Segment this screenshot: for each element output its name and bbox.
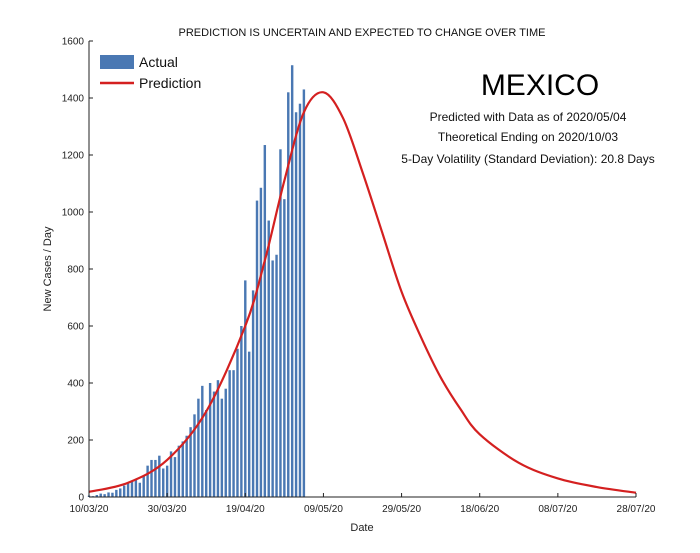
actual-bars: [87, 65, 306, 498]
actual-bar: [197, 398, 200, 497]
country-title: MEXICO: [481, 69, 599, 102]
actual-bar: [220, 398, 224, 497]
actual-bar: [294, 112, 298, 497]
actual-bar: [208, 383, 212, 497]
actual-bar: [185, 435, 188, 497]
actual-bar: [103, 494, 106, 497]
actual-bar: [279, 149, 282, 498]
actual-bar: [205, 410, 208, 497]
x-tick-label: 18/06/20: [460, 504, 499, 515]
actual-bar: [283, 199, 286, 498]
actual-bar: [236, 348, 239, 497]
actual-bar: [259, 187, 263, 497]
y-ticks: 0 200 400 600 800 1000 1200 1400 1600: [62, 37, 93, 504]
x-tick-label: 09/05/20: [304, 504, 343, 515]
actual-bar: [212, 391, 216, 497]
y-tick-label: 1400: [62, 94, 85, 105]
actual-bar: [107, 492, 110, 497]
actual-bar: [142, 475, 145, 497]
actual-bar: [169, 451, 173, 497]
y-tick-label: 800: [67, 265, 84, 276]
actual-bar: [216, 380, 220, 497]
actual-bar: [275, 254, 278, 497]
y-tick-label: 1600: [62, 37, 85, 48]
legend-label-prediction: Prediction: [139, 75, 201, 91]
actual-bar: [244, 280, 247, 497]
actual-bar: [255, 200, 259, 497]
legend-swatch-actual: [100, 55, 134, 69]
x-tick-label: 19/04/20: [226, 504, 265, 515]
volatility-text: 5-Day Volatility (Standard Deviation): 2…: [401, 152, 654, 166]
actual-bar: [189, 427, 192, 497]
actual-bar: [193, 414, 196, 497]
actual-bar: [302, 89, 306, 497]
x-tick-label: 10/03/20: [70, 504, 109, 515]
actual-bar: [165, 465, 169, 497]
actual-bar: [119, 488, 122, 497]
actual-bar: [267, 220, 270, 498]
actual-bar: [224, 388, 227, 497]
actual-bar: [228, 370, 231, 497]
actual-bar: [134, 479, 138, 497]
actual-bar: [130, 481, 134, 497]
actual-bar: [138, 482, 142, 497]
actual-bar: [247, 351, 251, 497]
x-ticks: 10/03/20 30/03/20 19/04/20 09/05/20 29/05/20…: [70, 493, 656, 515]
x-tick-label: 29/05/20: [382, 504, 421, 515]
legend-label-actual: Actual: [139, 54, 178, 70]
actual-bar: [158, 455, 161, 497]
actual-bar: [240, 326, 243, 497]
actual-bar: [287, 92, 290, 498]
actual-bar: [115, 489, 118, 497]
x-axis-title: Date: [350, 522, 373, 534]
actual-bar: [181, 441, 184, 497]
x-tick-label: 30/03/20: [148, 504, 187, 515]
prediction-line: [88, 91, 637, 494]
actual-bar: [126, 483, 130, 497]
actual-bar: [150, 459, 153, 497]
actual-bar: [99, 493, 102, 497]
y-tick-label: 1000: [62, 208, 85, 219]
theoretical-ending-text: Theoretical Ending on 2020/10/03: [438, 130, 618, 144]
actual-bar: [122, 485, 126, 497]
y-tick-label: 200: [67, 436, 84, 447]
y-tick-label: 1200: [62, 151, 85, 162]
actual-bar: [177, 445, 181, 497]
actual-bar: [111, 492, 114, 497]
actual-bar: [232, 370, 235, 497]
y-tick-label: 600: [67, 322, 84, 333]
x-tick-label: 28/07/20: [617, 504, 656, 515]
actual-bar: [201, 385, 204, 497]
x-tick-label: 08/07/20: [538, 504, 577, 515]
y-axis-title: New Cases / Day: [42, 226, 54, 311]
actual-bar: [298, 103, 302, 497]
chart-title: PREDICTION IS UNCERTAIN AND EXPECTED TO …: [179, 27, 546, 39]
y-tick-label: 0: [78, 493, 84, 504]
actual-bar: [173, 457, 177, 497]
predicted-date-text: Predicted with Data as of 2020/05/04: [430, 110, 627, 124]
actual-bar: [263, 145, 267, 497]
actual-bar: [162, 468, 165, 497]
actual-bar: [95, 495, 99, 497]
actual-bar: [154, 459, 157, 497]
actual-bar: [251, 290, 255, 497]
actual-bar: [146, 465, 149, 497]
y-tick-label: 400: [67, 379, 84, 390]
actual-bar: [290, 65, 294, 497]
actual-bar: [271, 260, 274, 497]
legend: Actual Prediction: [100, 54, 201, 91]
